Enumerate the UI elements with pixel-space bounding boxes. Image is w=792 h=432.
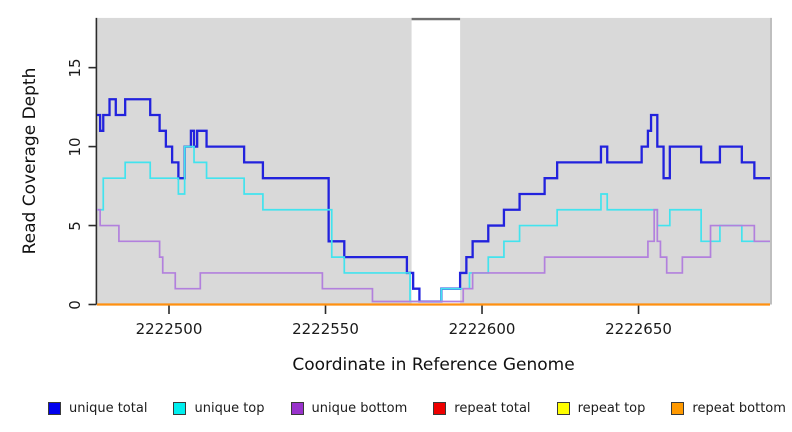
series-unique-total: [97, 98, 770, 303]
legend-item: repeat top: [556, 400, 646, 416]
legend-swatch-icon: [173, 401, 187, 415]
x-tick-label: 2222550: [292, 320, 359, 338]
legend-label: unique total: [69, 400, 148, 416]
x-axis-title: Coordinate in Reference Genome: [292, 355, 575, 375]
y-tick-label: 15: [66, 58, 84, 78]
x-axis-tick-labels: 2222500 2222550 2222600 2222650: [0, 320, 792, 340]
legend-swatch-icon: [433, 401, 447, 415]
legend-swatch-icon: [48, 401, 61, 415]
y-tick-label: 0: [66, 299, 84, 310]
y-tick-label: 5: [66, 220, 84, 231]
x-tick-label: 2222500: [135, 320, 203, 338]
x-tick-label: 2222600: [448, 320, 516, 338]
series-unique-top: [97, 145, 770, 303]
legend: unique total unique top unique bottom repea…: [48, 396, 786, 420]
series-unique-bottom: [97, 208, 770, 303]
legend-label: unique bottom: [311, 400, 408, 416]
legend-item: repeat total: [433, 400, 531, 416]
legend-label: repeat total: [454, 400, 531, 416]
legend-item: unique bottom: [290, 400, 408, 416]
legend-swatch-icon: [290, 401, 304, 415]
y-axis-tick-labels: 0 5 10 15: [0, 0, 100, 432]
gap-band: [411, 17, 461, 305]
legend-item: repeat bottom: [671, 401, 786, 416]
legend-item: unique total: [48, 401, 147, 416]
legend-label: repeat top: [577, 400, 646, 416]
legend-swatch-icon: [671, 401, 685, 415]
legend-item: unique top: [173, 400, 265, 416]
legend-label: unique top: [194, 400, 265, 416]
x-tick-label: 2222650: [605, 320, 672, 338]
y-tick-label: 10: [66, 137, 84, 157]
legend-label: repeat bottom: [692, 400, 786, 416]
legend-swatch-icon: [556, 401, 570, 415]
